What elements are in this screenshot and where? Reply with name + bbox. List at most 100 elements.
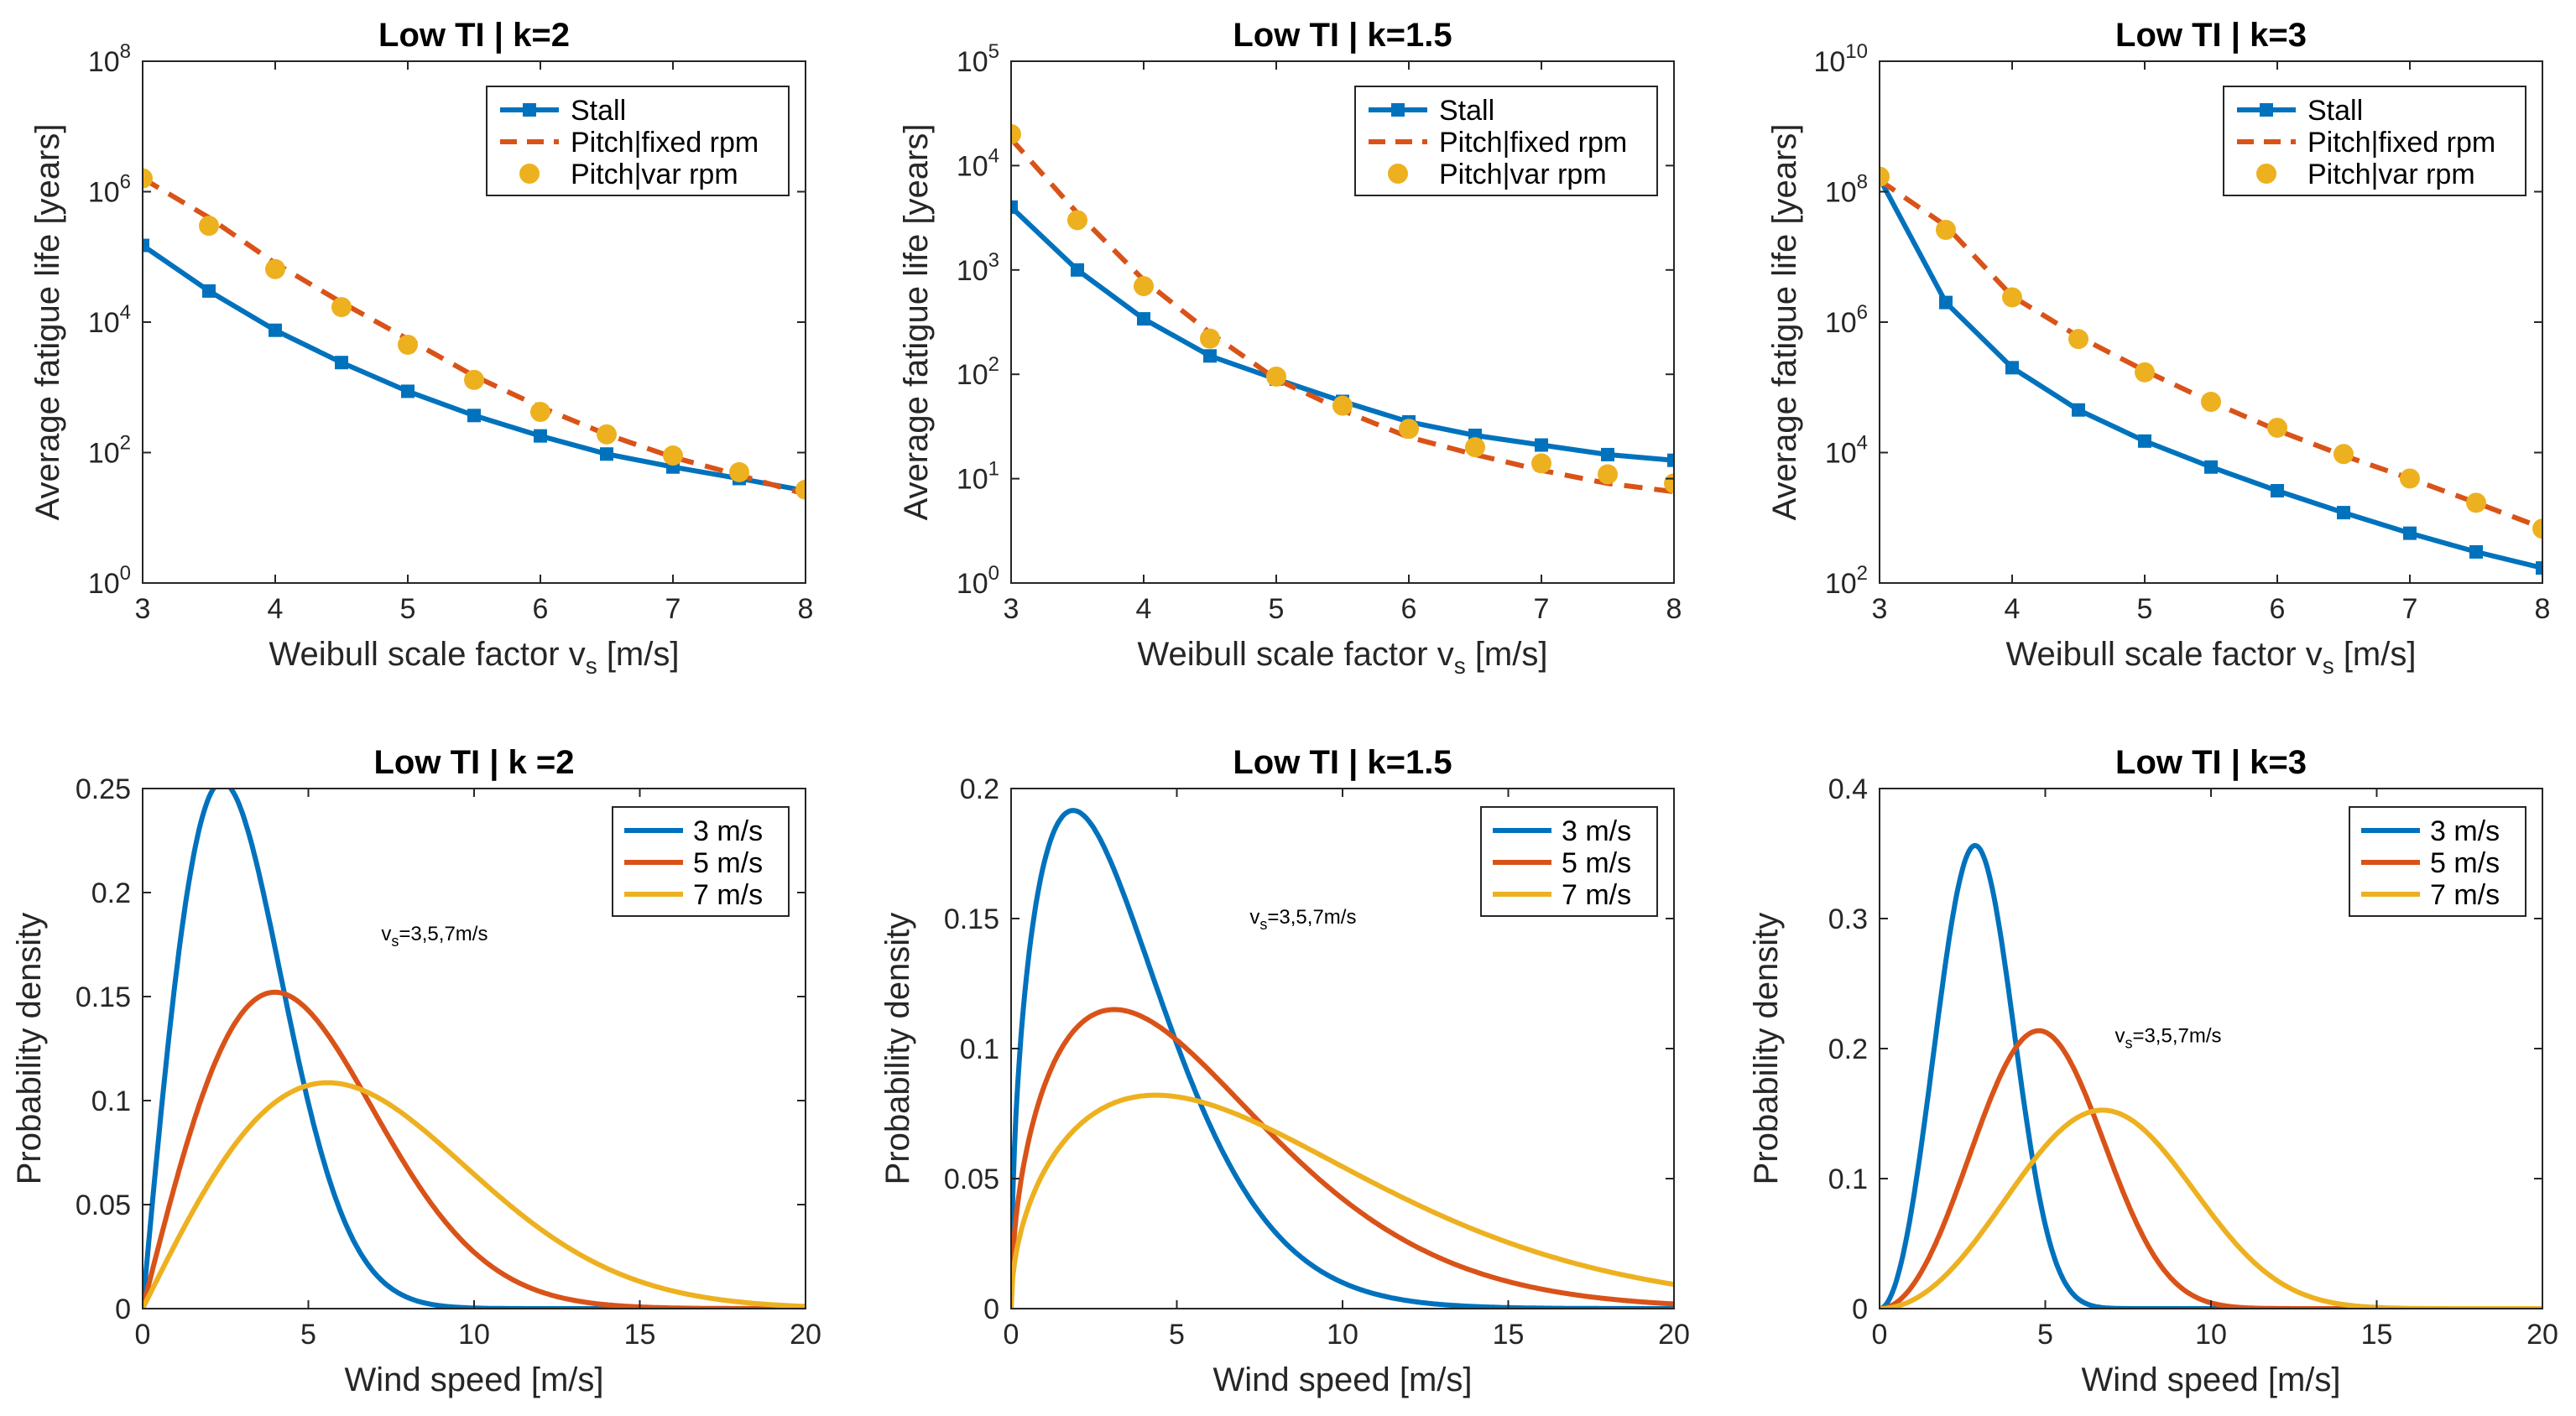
data-point-stall xyxy=(2138,434,2151,448)
y-axis-label: Probability density xyxy=(11,913,48,1185)
chart-panel-4: 0 5 10 15 20 0 0.05 0.1 0.15 0.2 0.25 Low TI | k =2… xyxy=(11,744,821,1398)
y-tick-label: 104 xyxy=(88,301,131,339)
data-point-stall xyxy=(1535,438,1548,452)
axes-box xyxy=(1010,60,1675,584)
x-tick-label: 5 xyxy=(300,1319,316,1351)
x-tick-label: 20 xyxy=(1658,1319,1690,1351)
legend-marker-stall xyxy=(2260,103,2273,117)
x-tick-label: 7 xyxy=(2402,593,2418,625)
y-tick-label: 100 xyxy=(88,562,131,600)
data-point-stall xyxy=(1667,453,1674,467)
y-tick-label: 0.3 xyxy=(1828,903,1868,935)
x-tick-label: 7 xyxy=(665,593,681,625)
x-axis-label: Wind speed [m/s] xyxy=(2081,1361,2340,1398)
data-point-stall xyxy=(1137,312,1150,326)
legend-marker-pitch-var xyxy=(2256,164,2276,184)
data-point-pitch-var xyxy=(398,334,418,355)
data-point-stall xyxy=(1939,295,1953,310)
plot-area xyxy=(1011,123,1674,495)
legend-label: Stall xyxy=(1439,95,1494,127)
legend-label: 3 m/s xyxy=(1562,815,1631,847)
x-tick-label: 8 xyxy=(2535,593,2551,625)
x-tick-label: 3 xyxy=(1872,593,1888,625)
data-point-pitch-var xyxy=(2201,391,2221,412)
annotation-scale-factors: vs=3,5,7m/s xyxy=(1249,906,1356,933)
x-tick-label: 0 xyxy=(1004,1319,1019,1351)
y-tick-label: 0 xyxy=(1852,1294,1868,1325)
legend-marker-pitch-var xyxy=(519,164,540,184)
data-point-stall xyxy=(1203,349,1217,363)
y-tick-label: 100 xyxy=(957,562,999,600)
pdf-curve-7ms xyxy=(1011,1092,1674,1309)
legend-label: Pitch|var rpm xyxy=(1439,159,1607,190)
legend: 3 m/s5 m/s7 m/s xyxy=(1480,806,1658,917)
series-line-pitch-fixed xyxy=(143,176,806,497)
data-point-pitch-var xyxy=(2267,417,2287,438)
series-line-stall xyxy=(1011,205,1674,463)
x-tick-label: 3 xyxy=(135,593,151,625)
legend-label: Pitch|var rpm xyxy=(571,159,738,190)
x-tick-label: 7 xyxy=(1534,593,1550,625)
data-point-pitch-var xyxy=(663,445,683,466)
chart-panel-6: 0 5 10 15 20 0 0.1 0.2 0.3 0.4 Low TI | k=3 Wind sp… xyxy=(1748,744,2558,1398)
y-tick-label: 102 xyxy=(957,353,999,391)
x-tick-label: 6 xyxy=(533,593,549,625)
data-point-pitch-var xyxy=(2532,518,2542,539)
x-tick-label: 6 xyxy=(1401,593,1417,625)
y-axis-label: Probability density xyxy=(1748,913,1785,1185)
x-tick-label: 10 xyxy=(2195,1319,2227,1351)
data-point-pitch-var xyxy=(2334,444,2354,465)
legend-label: 5 m/s xyxy=(2430,847,2500,879)
x-tick-label: 10 xyxy=(458,1319,490,1351)
y-tick-label: 0.15 xyxy=(76,981,131,1013)
y-tick-label: 102 xyxy=(88,432,131,470)
pdf-curve-3ms xyxy=(1880,842,2542,1309)
data-point-stall xyxy=(335,356,348,370)
legend-label: Pitch|fixed rpm xyxy=(1439,127,1627,159)
data-point-stall xyxy=(534,429,547,443)
y-tick-label: 0.2 xyxy=(91,877,131,909)
legend-label: Stall xyxy=(571,95,626,127)
x-tick-label: 20 xyxy=(2526,1319,2558,1351)
data-point-pitch-var xyxy=(331,297,352,318)
chart-title: Low TI | k=3 xyxy=(2115,744,2307,781)
data-point-pitch-var xyxy=(2135,362,2155,383)
data-point-pitch-var xyxy=(1332,395,1353,416)
y-tick-label: 0.2 xyxy=(1828,1033,1868,1065)
x-tick-label: 15 xyxy=(1493,1319,1525,1351)
data-point-pitch-var xyxy=(2466,492,2486,513)
legend-marker-stall xyxy=(1391,103,1405,117)
y-axis-label: Average fatigue life [years] xyxy=(898,124,935,521)
series-line-pitch-fixed xyxy=(1880,178,2542,531)
x-tick-label: 10 xyxy=(1327,1319,1358,1351)
y-tick-label: 104 xyxy=(957,144,999,182)
y-tick-label: 101 xyxy=(957,458,999,496)
legend-label: Stall xyxy=(2307,95,2363,127)
legend: 3 m/s5 m/s7 m/s xyxy=(2349,806,2526,917)
y-tick-label: 104 xyxy=(1825,432,1868,470)
y-tick-label: 108 xyxy=(1825,171,1868,209)
y-tick-label: 105 xyxy=(957,40,999,78)
data-point-pitch-var xyxy=(199,216,219,237)
y-tick-label: 0.2 xyxy=(960,773,999,805)
x-axis-label: Wind speed [m/s] xyxy=(1212,1361,1472,1398)
y-axis-label: Average fatigue life [years] xyxy=(29,124,66,521)
data-point-stall xyxy=(2469,544,2483,559)
x-tick-label: 5 xyxy=(1169,1319,1185,1351)
data-point-stall xyxy=(2337,506,2350,520)
y-tick-label: 0.15 xyxy=(944,903,999,935)
data-point-pitch-var xyxy=(1067,210,1087,231)
y-tick-label: 0 xyxy=(983,1294,999,1325)
chart-title: Low TI | k=3 xyxy=(2115,17,2307,54)
pdf-curve-7ms xyxy=(143,1080,806,1309)
legend-marker-stall xyxy=(523,103,536,117)
data-point-pitch-var xyxy=(2002,287,2022,308)
chart-panel-2: 3 4 5 6 7 8 100 101 102 103 104 105 Low TI | k=1.5 We… xyxy=(898,17,1682,679)
series-line-stall xyxy=(1880,177,2542,571)
legend-label: 5 m/s xyxy=(693,847,763,879)
x-tick-label: 4 xyxy=(268,593,284,625)
data-point-stall xyxy=(143,238,149,252)
x-axis-label: Weibull scale factor vs [m/s] xyxy=(1138,636,1548,679)
